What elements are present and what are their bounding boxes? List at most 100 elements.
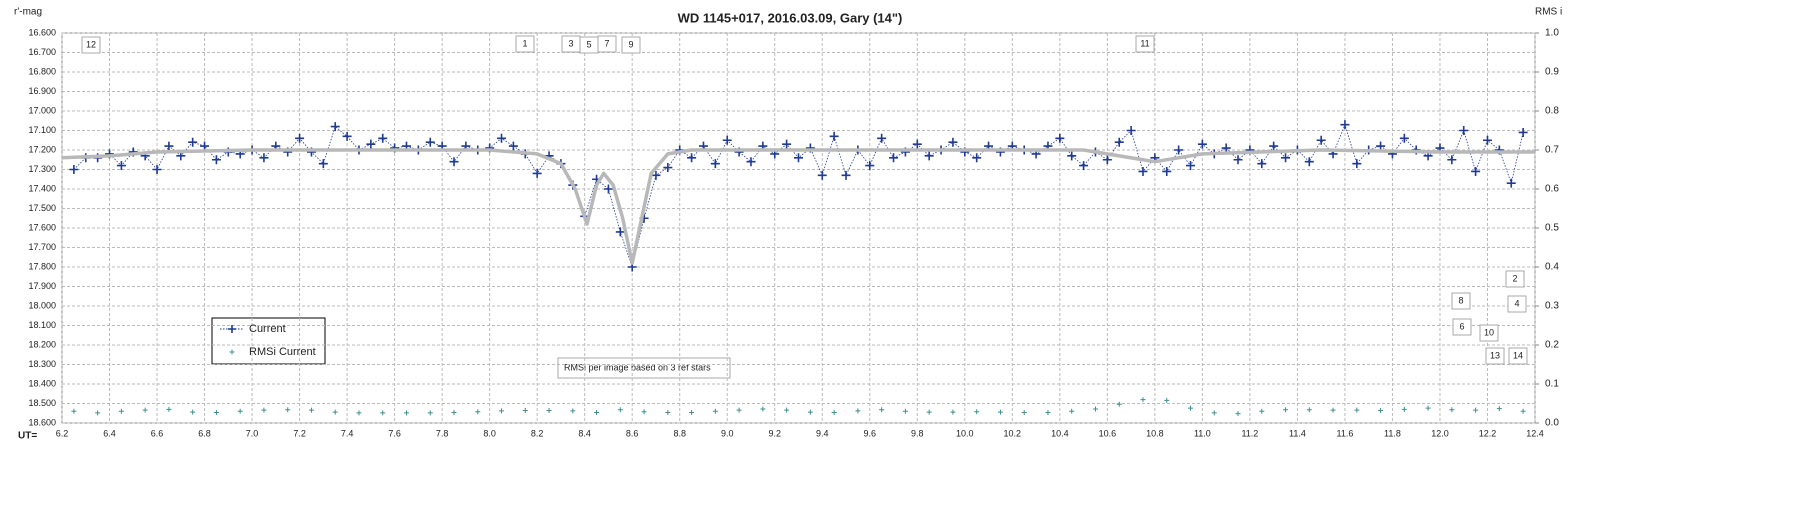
x-tick-label: 8.0 xyxy=(483,428,496,438)
data-point xyxy=(142,407,148,413)
data-point xyxy=(712,408,718,414)
data-point xyxy=(332,409,338,415)
x-tick-label: 11.6 xyxy=(1337,428,1354,438)
data-point xyxy=(1045,409,1051,415)
data-point xyxy=(499,408,505,414)
x-tick-label: 8.2 xyxy=(531,428,544,438)
x-tick-label: 10.8 xyxy=(1146,428,1164,438)
x-tick-label: 6.2 xyxy=(56,428,69,438)
data-point xyxy=(546,408,552,414)
y-tick-label: 17.400 xyxy=(28,183,56,193)
data-point xyxy=(926,409,932,415)
annotation: 5 xyxy=(586,39,591,49)
data-point xyxy=(166,406,172,412)
data-point xyxy=(1055,133,1065,143)
data-point xyxy=(794,153,803,163)
x-tick-label: 12.4 xyxy=(1526,428,1544,438)
annotation-box xyxy=(1505,270,1525,288)
data-point xyxy=(1306,407,1312,413)
data-point xyxy=(594,409,600,415)
annotation: 3 xyxy=(568,38,573,48)
data-point xyxy=(1471,166,1481,176)
data-point xyxy=(1235,411,1241,417)
data-point xyxy=(1188,405,1194,411)
x-tick-label: 10.0 xyxy=(956,428,974,438)
x-tick-label: 9.6 xyxy=(864,428,877,438)
data-point xyxy=(902,408,908,414)
data-point xyxy=(1221,143,1231,153)
note: RMSi per image based on 3 ref stars xyxy=(564,362,711,372)
x-tick-label: 6.8 xyxy=(198,428,211,438)
data-point xyxy=(912,139,922,149)
x-tick-label: 11.8 xyxy=(1384,428,1401,438)
data-point xyxy=(295,133,305,143)
data-point xyxy=(1449,407,1455,413)
data-point xyxy=(736,407,742,413)
data-point xyxy=(997,409,1003,415)
data-point xyxy=(879,407,885,413)
y2-tick-label: 0.0 xyxy=(1545,418,1559,429)
y2-axis-title: RMS i xyxy=(1535,7,1562,18)
annotation-box xyxy=(1485,347,1505,365)
data-point xyxy=(1067,151,1077,161)
x-tick-label: 11.4 xyxy=(1289,428,1306,438)
x-axis-title: UT= xyxy=(18,431,37,442)
annotation-box xyxy=(1507,295,1527,313)
data-point xyxy=(342,131,352,141)
data-point xyxy=(261,407,267,413)
x-tick-label: 8.6 xyxy=(626,428,639,438)
y-tick-label: 18.300 xyxy=(28,359,56,369)
x-tick-label: 7.0 xyxy=(246,428,259,438)
data-point xyxy=(665,409,671,415)
data-point xyxy=(213,409,219,415)
x-tick-label: 11.0 xyxy=(1194,428,1211,438)
y-tick-label: 18.200 xyxy=(28,339,56,349)
data-point xyxy=(378,133,388,143)
data-point xyxy=(641,409,647,415)
x-tick-label: 7.6 xyxy=(388,428,401,438)
data-point xyxy=(760,406,766,412)
data-point xyxy=(116,161,126,171)
data-point xyxy=(1352,159,1362,169)
data-point xyxy=(1233,155,1243,165)
annotation: 2 xyxy=(1512,273,1517,283)
annotation-box xyxy=(1452,318,1472,336)
data-point xyxy=(330,122,340,132)
annotation: 13 xyxy=(1490,350,1500,360)
data-point xyxy=(972,153,982,163)
annotation: 6 xyxy=(1459,321,1464,331)
annotation-box xyxy=(621,36,641,54)
y-tick-label: 18.000 xyxy=(28,300,56,310)
data-point xyxy=(425,137,435,147)
data-point xyxy=(617,407,623,413)
data-point xyxy=(1459,126,1469,135)
data-point xyxy=(1197,139,1207,149)
legend-marker xyxy=(229,349,235,355)
data-point xyxy=(259,153,269,163)
y-tick-label: 17.900 xyxy=(28,281,56,291)
y-tick-label: 17.600 xyxy=(28,222,56,232)
data-point xyxy=(497,133,507,143)
series-line xyxy=(73,123,1524,269)
data-point xyxy=(522,408,528,414)
chart-title: WD 1145+017, 2016.03.09, Gary (14") xyxy=(678,10,903,25)
data-point xyxy=(1116,401,1122,407)
x-tick-label: 12.2 xyxy=(1479,428,1497,438)
data-point xyxy=(1401,406,1407,412)
data-point xyxy=(1259,408,1265,414)
data-point xyxy=(1340,120,1350,130)
annotation-box xyxy=(1479,324,1499,342)
data-point xyxy=(188,137,198,147)
legend-marker xyxy=(228,325,236,333)
y-tick-label: 18.400 xyxy=(28,378,56,388)
y-tick-label: 16.700 xyxy=(28,47,56,57)
annotation: 10 xyxy=(1484,327,1494,337)
data-point xyxy=(71,408,77,414)
y-tick-label: 18.500 xyxy=(28,398,56,408)
y-tick-label: 17.700 xyxy=(28,242,56,252)
data-point xyxy=(687,153,697,163)
data-point xyxy=(924,151,934,161)
data-point xyxy=(427,410,433,416)
data-point xyxy=(1520,408,1526,414)
data-point xyxy=(831,409,837,415)
